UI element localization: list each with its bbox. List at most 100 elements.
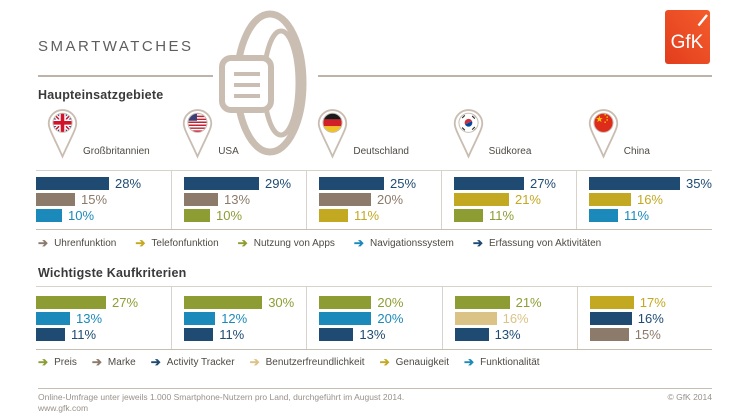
bar-value-label: 27% (529, 176, 556, 191)
bar-row: 28% (36, 177, 171, 190)
bar-value-label: 10% (215, 208, 243, 223)
bar-segment-gold (588, 193, 631, 206)
legend-arrow-icon: ➔ (249, 355, 260, 369)
page-title: SMARTWATCHES (38, 38, 194, 55)
bar-value-label: 11% (71, 327, 97, 342)
bar-row: 11% (184, 328, 306, 341)
bar-value-label: 16% (502, 311, 529, 326)
country-panel: 29% 13% 10% (170, 171, 306, 229)
legend-label: Funktionalität (480, 356, 540, 368)
bar-row: 11% (588, 209, 712, 222)
flag-pin-icon (452, 108, 485, 164)
bar-segment-gold (318, 209, 348, 222)
bar-value-label: 13% (223, 192, 251, 207)
legend-label: Genauigkeit (395, 356, 450, 368)
bar-segment-navy (318, 177, 384, 190)
flag-pin-icon (316, 108, 349, 164)
smartwatch-illustration-icon (205, 0, 320, 165)
bar-segment-olive (36, 296, 106, 309)
legend-arrow-icon: ➔ (135, 236, 146, 250)
flag-pin-icon (587, 108, 620, 164)
bar-row: 13% (319, 328, 441, 341)
legend-item: ➔ Navigationssystem (354, 237, 454, 249)
legend-item: ➔ Activity Tracker (151, 356, 235, 368)
bar-row: 11% (36, 328, 171, 341)
legend-item: ➔ Marke (92, 356, 136, 368)
bar-row: 35% (588, 177, 712, 190)
bar-segment-navy (589, 312, 632, 325)
country-panel: 35% 16% 11% (575, 171, 712, 229)
bar-value-label: 21% (515, 295, 542, 310)
bar-value-label: 20% (377, 295, 404, 310)
gfk-logo: GfK (665, 10, 710, 64)
country-pin: China (577, 108, 712, 164)
country-label: Deutschland (353, 146, 409, 157)
country-label: USA (218, 146, 239, 157)
bar-row: 13% (454, 328, 577, 341)
bar-value-label: 29% (264, 176, 292, 191)
legend-arrow-icon: ➔ (472, 236, 483, 250)
flag-pin-de-icon (318, 109, 348, 159)
header-rule-left (38, 75, 213, 77)
legend-label: Nutzung von Apps (253, 237, 335, 249)
bar-row: 25% (318, 176, 441, 191)
bar-value-label: 13% (359, 327, 386, 342)
bar-row: 15% (36, 193, 171, 206)
bar-row: 13% (183, 192, 306, 207)
footer-copyright: © GfK 2014 (667, 392, 712, 402)
bar-row: 16% (454, 311, 577, 326)
bar-value-label: 28% (115, 176, 142, 191)
bar-segment-gold (589, 296, 634, 309)
legend-label: Benutzerfreundlichkeit (265, 356, 365, 368)
bar-segment-olive (319, 296, 372, 309)
legend-arrow-icon: ➔ (464, 355, 475, 369)
bar-row: 20% (318, 192, 441, 207)
country-panel: 27% 13% 11% (36, 287, 171, 349)
bar-segment-cyan (319, 312, 372, 325)
bar-row: 17% (589, 296, 712, 309)
legend-arrow-icon: ➔ (38, 236, 49, 250)
bar-row: 27% (453, 176, 576, 191)
bar-row: 15% (589, 328, 712, 341)
bar-row: 13% (36, 312, 171, 325)
legend-item: ➔ Nutzung von Apps (238, 237, 335, 249)
bar-row: 21% (453, 193, 576, 206)
flag-pin-icon (181, 108, 214, 164)
bar-segment-navy (183, 177, 259, 190)
bar-segment-tan (454, 312, 497, 325)
bar-segment-navy (319, 328, 354, 341)
bar-segment-olive (453, 209, 483, 222)
section-heading-usage: Haupteinsatzgebiete (38, 88, 164, 102)
bar-row: 30% (184, 296, 306, 309)
country-panel: 27% 21% 11% (440, 171, 576, 229)
bar-value-label: 20% (376, 192, 404, 207)
bar-value-label: 16% (636, 192, 663, 207)
bar-segment-olive (454, 296, 510, 309)
bar-value-label: 16% (637, 311, 664, 326)
bar-value-label: 12% (221, 311, 248, 326)
bar-segment-cyan (588, 209, 618, 222)
legend-label: Activity Tracker (166, 356, 235, 368)
bar-segment-taupe (318, 193, 371, 206)
criteria-legend: ➔ Preis ➔ Marke ➔ Activity Tracker ➔ Benutzerfr… (38, 356, 540, 368)
country-pin: Südkorea (442, 108, 577, 164)
legend-item: ➔ Uhrenfunktion (38, 237, 116, 249)
legend-item: ➔ Erfassung von Aktivitäten (473, 237, 601, 249)
footer-url: www.gfk.com (38, 402, 89, 413)
country-label: Großbritannien (83, 146, 150, 157)
bar-segment-taupe (183, 193, 218, 206)
legend-item: ➔ Genauigkeit (380, 356, 449, 368)
bar-value-label: 25% (389, 176, 417, 191)
gfk-logo-text: GfK (671, 32, 704, 53)
legend-item: ➔ Preis (38, 356, 77, 368)
header-rule-right (318, 75, 712, 77)
bar-row: 10% (36, 209, 171, 222)
bar-value-label: 11% (219, 327, 245, 342)
bar-segment-olive (183, 209, 210, 222)
bar-row: 20% (319, 312, 441, 325)
bar-value-label: 30% (268, 295, 295, 310)
bar-segment-navy (36, 177, 109, 190)
criteria-chart: 27% 13% 11% 30% 12% 11% 20% 20% 13% 21% 16% 13% 17% 1… (36, 286, 712, 350)
country-label: Südkorea (488, 146, 532, 157)
